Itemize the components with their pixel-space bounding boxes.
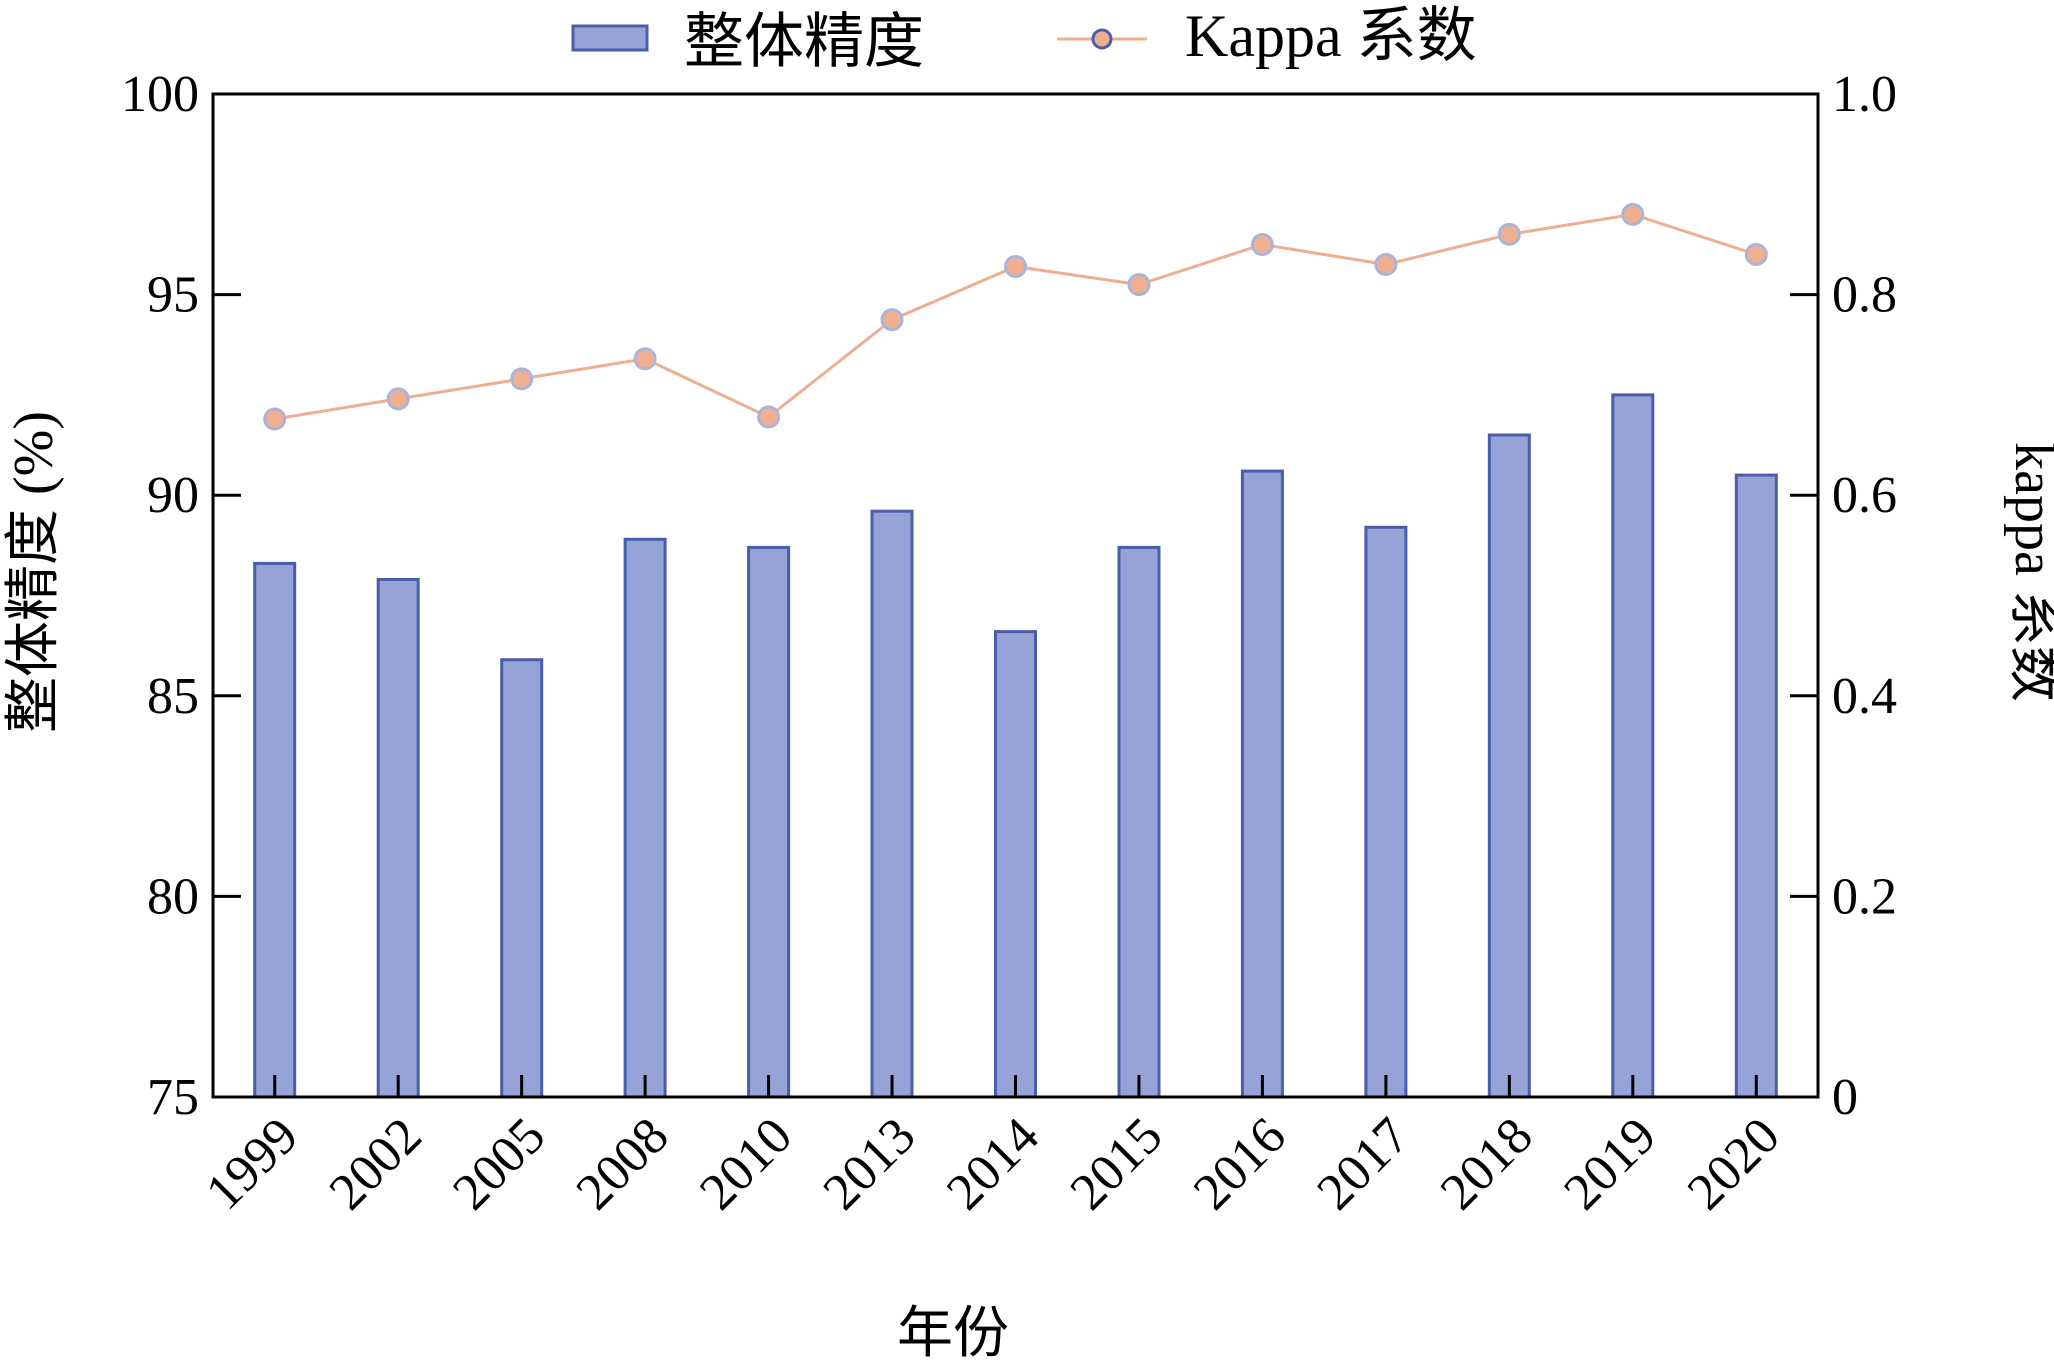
kappa-point-2015 <box>1127 273 1151 297</box>
y-right-tick-label: 0.6 <box>1832 467 1897 524</box>
kappa-point-2010 <box>757 405 781 429</box>
x-tick-label: 2020 <box>1677 1107 1791 1221</box>
x-axis-title: 年份 <box>897 1303 1009 1365</box>
x-tick-label: 2010 <box>689 1107 803 1221</box>
y-left-tick-label: 95 <box>147 267 199 324</box>
kappa-point-2005 <box>510 367 534 391</box>
bar-2002 <box>376 578 420 1099</box>
bar-2008 <box>623 537 667 1099</box>
kappa-line-layer <box>263 202 1768 431</box>
kappa-point-2008 <box>633 347 657 371</box>
bar-1999 <box>253 561 297 1099</box>
y-left-tick-label: 85 <box>147 668 199 725</box>
kappa-point-2016 <box>1250 233 1274 256</box>
y-right-tick-label: 1.0 <box>1832 66 1897 123</box>
legend-label-kappa: Kappa 系数 <box>1185 3 1477 69</box>
bar-2018 <box>1487 433 1531 1099</box>
y-right-tick-label: 0.4 <box>1832 668 1897 725</box>
legend-label-accuracy: 整体精度 <box>684 9 924 75</box>
bar-2013 <box>870 509 914 1099</box>
y-left-tick-label: 90 <box>147 467 199 524</box>
kappa-point-1999 <box>263 407 287 431</box>
x-tick-label: 2015 <box>1060 1107 1174 1221</box>
y-right-tick-label: 0.2 <box>1832 868 1897 925</box>
bar-2016 <box>1240 469 1284 1099</box>
x-tick-label: 1999 <box>195 1107 309 1221</box>
x-tick-label: 2008 <box>566 1107 680 1221</box>
x-tick-label: 2013 <box>813 1107 927 1221</box>
y-left-tick-label: 100 <box>121 66 199 123</box>
y-axis-left-title: 整体精度 (%) <box>3 411 65 733</box>
x-tick-label: 2014 <box>936 1107 1050 1221</box>
bar-2017 <box>1364 525 1408 1099</box>
kappa-point-2017 <box>1374 253 1398 276</box>
legend-swatch-kappa-marker <box>1091 28 1113 50</box>
legend: 整体精度 Kappa 系数 <box>571 3 1477 75</box>
bar-2020 <box>1734 473 1778 1099</box>
x-tick-label: 2016 <box>1183 1107 1297 1221</box>
x-tick-label: 2002 <box>319 1107 433 1221</box>
y-left-tick-label: 75 <box>147 1069 199 1126</box>
y-right-tick-label: 0.8 <box>1832 267 1897 324</box>
bar-2015 <box>1117 545 1161 1099</box>
kappa-point-2020 <box>1744 243 1768 266</box>
kappa-point-2002 <box>386 387 410 411</box>
y-right-tick-label: 0 <box>1832 1069 1858 1126</box>
kappa-point-2013 <box>880 308 904 332</box>
y-left-tick-label: 80 <box>147 868 199 925</box>
x-tick-label: 2005 <box>442 1107 556 1221</box>
bars-layer <box>253 393 1778 1099</box>
kappa-series-line <box>274 212 1757 421</box>
kappa-point-2019 <box>1621 202 1645 226</box>
kappa-point-2014 <box>1004 255 1027 278</box>
bar-2019 <box>1611 393 1655 1099</box>
y-axis-right-title: kappa 系数 <box>2003 442 2054 702</box>
bar-2005 <box>500 658 544 1099</box>
x-tick-label: 2018 <box>1430 1107 1544 1221</box>
x-tick-label: 2017 <box>1307 1107 1421 1221</box>
bar-2010 <box>747 545 791 1099</box>
bar-2014 <box>994 630 1037 1099</box>
legend-swatch-accuracy <box>571 24 649 52</box>
kappa-point-2018 <box>1497 222 1521 246</box>
x-tick-label: 2019 <box>1553 1107 1667 1221</box>
